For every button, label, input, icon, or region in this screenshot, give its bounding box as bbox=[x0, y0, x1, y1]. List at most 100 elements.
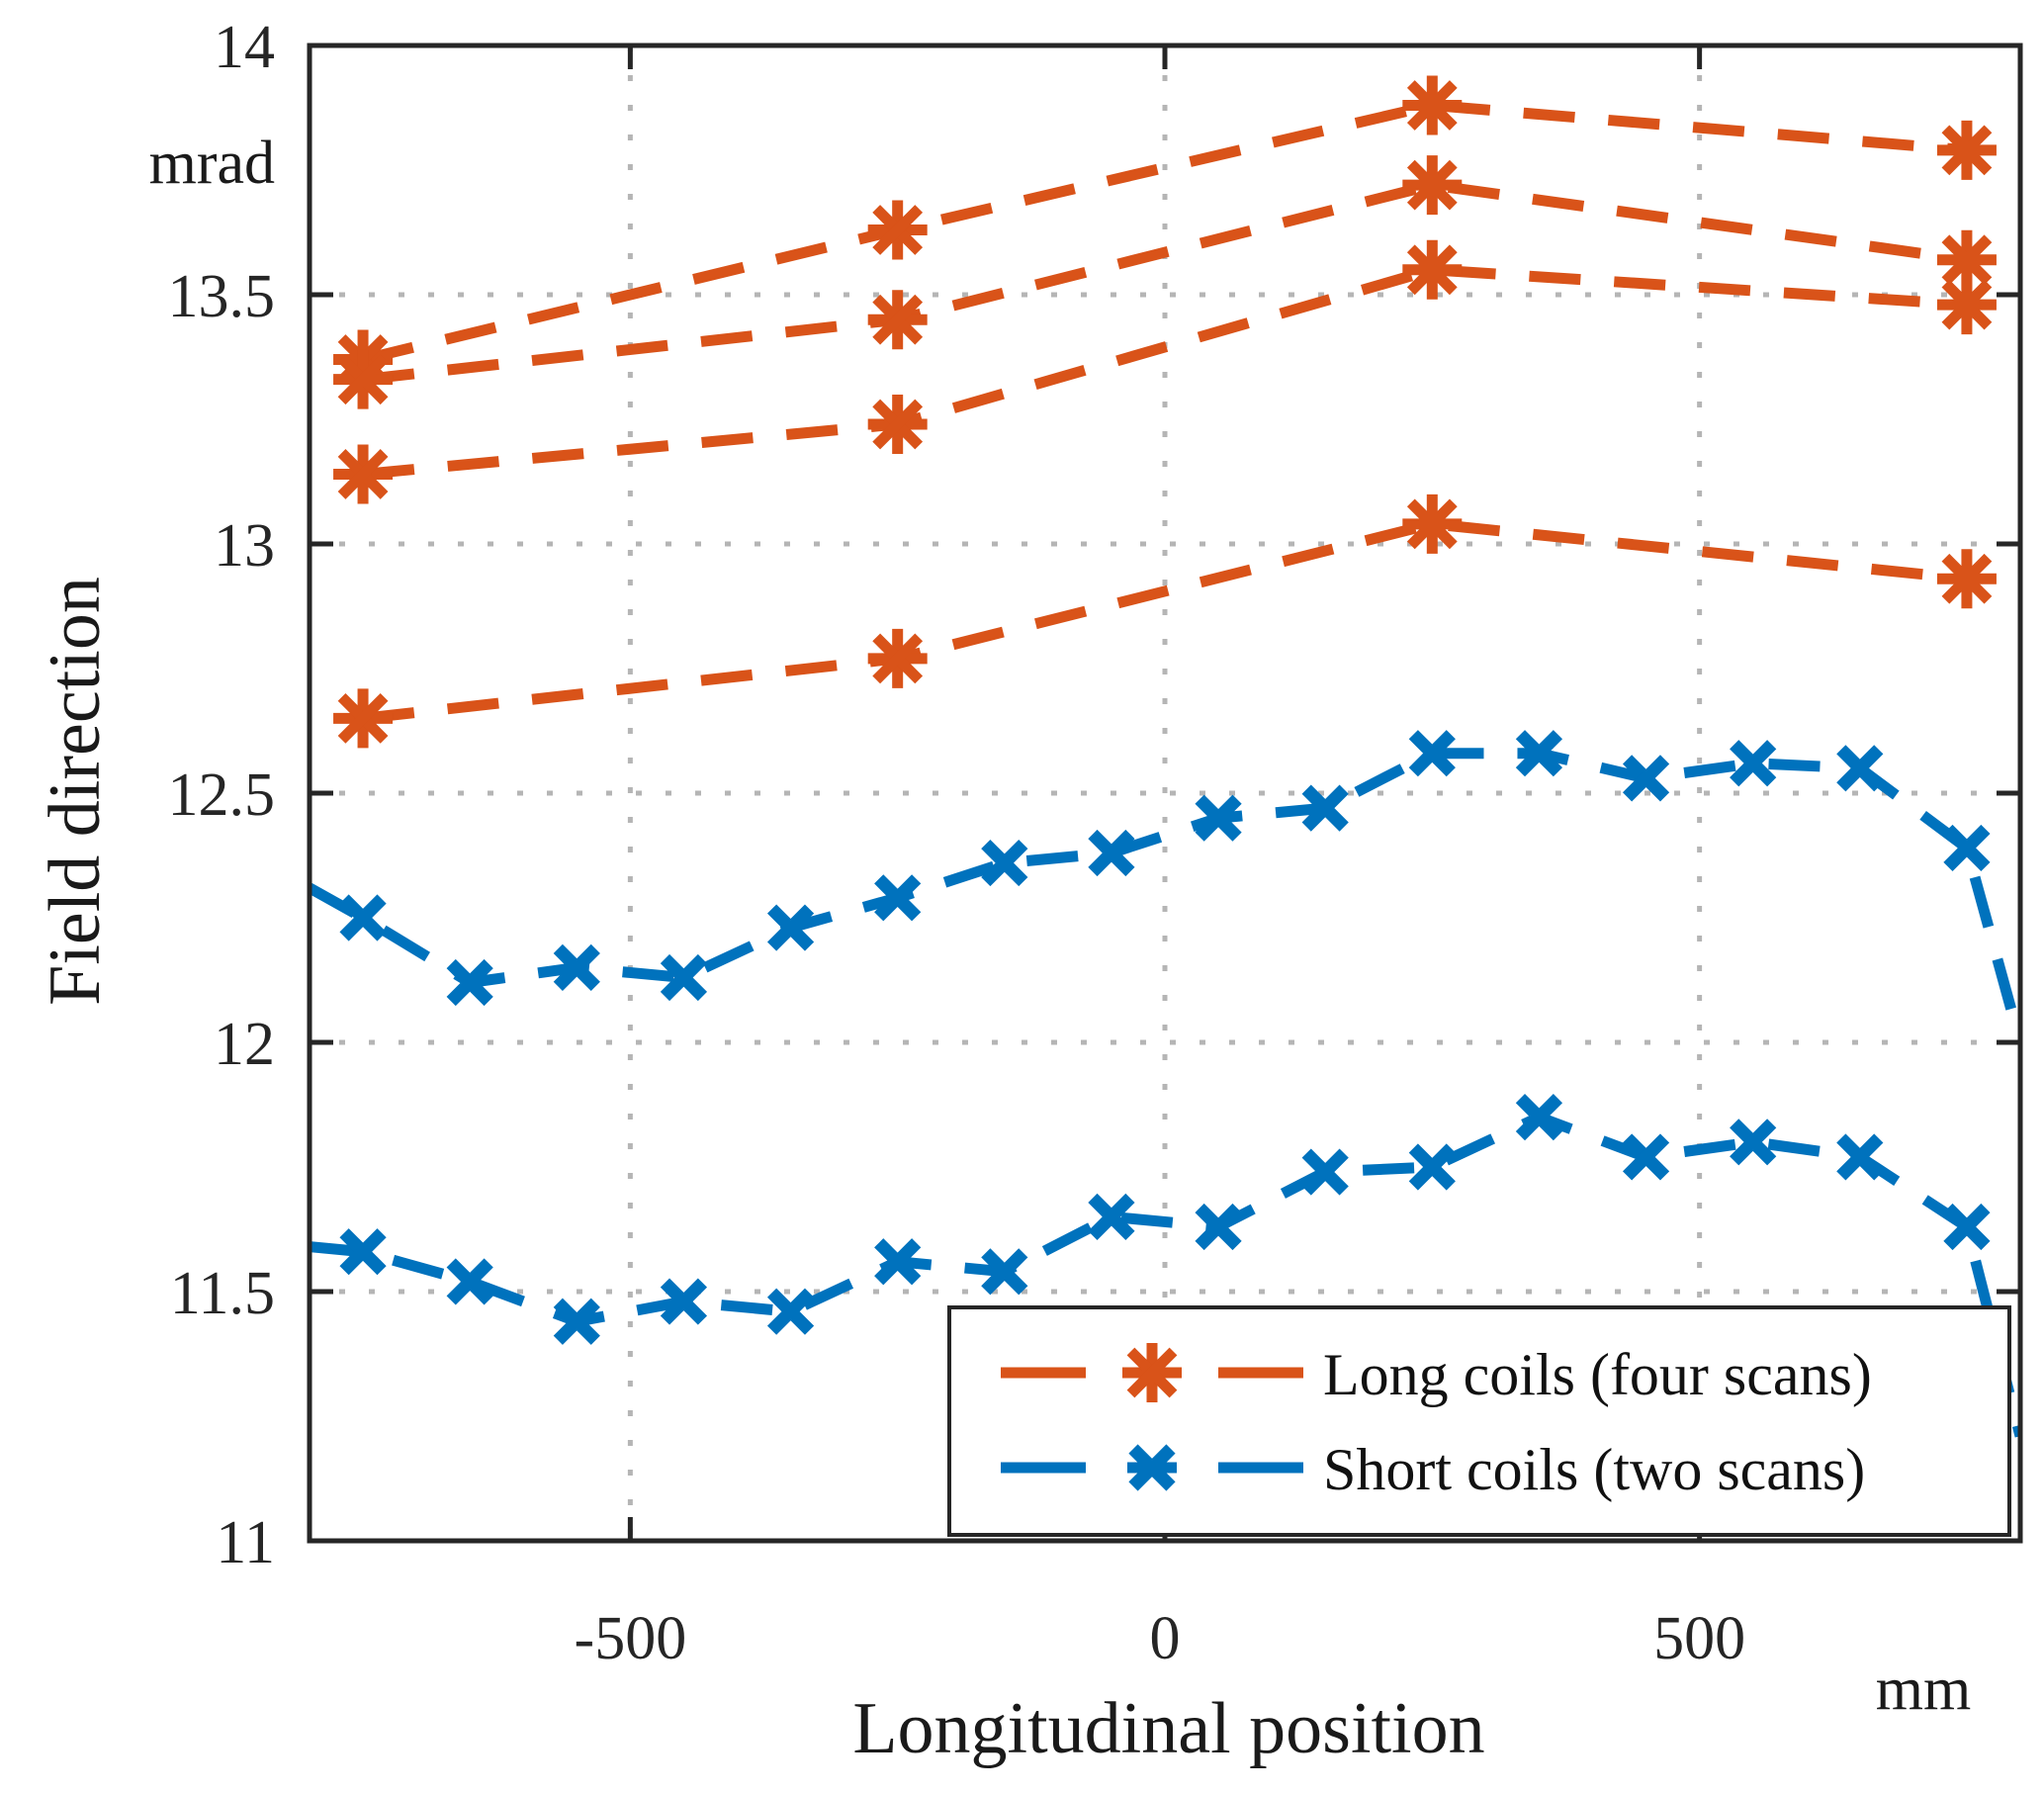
y-unit-label: mrad bbox=[149, 130, 275, 197]
x-marker-stroke bbox=[1515, 730, 1563, 777]
data-point-short-coils-scan-2 bbox=[446, 1258, 493, 1305]
y-axis-title: Field direction bbox=[35, 577, 116, 1006]
data-point-long-coils-scan-4 bbox=[1936, 549, 1997, 609]
x-marker-stroke bbox=[446, 958, 493, 1007]
y-tick-label: 13 bbox=[214, 512, 275, 580]
x-marker-stroke bbox=[1195, 794, 1242, 842]
data-point-long-coils-scan-3 bbox=[1402, 239, 1463, 300]
series-line-long-coils-scan-1 bbox=[361, 99, 1968, 365]
data-point-long-coils-scan-1 bbox=[1936, 120, 1997, 180]
data-point-short-coils-scan-1 bbox=[1515, 730, 1563, 777]
x-marker-stroke bbox=[1943, 1203, 1991, 1251]
data-point-long-coils-scan-3 bbox=[1936, 275, 1997, 335]
x-tick-label: -500 bbox=[575, 1605, 687, 1672]
data-point-long-coils-scan-2 bbox=[867, 290, 928, 350]
data-point-long-coils-scan-1 bbox=[867, 200, 928, 260]
data-point-short-coils-scan-2 bbox=[1088, 1193, 1135, 1240]
data-point-long-coils-scan-1 bbox=[1402, 75, 1463, 135]
data-point-short-coils-scan-1 bbox=[446, 958, 493, 1007]
data-point-short-coils-scan-2 bbox=[660, 1278, 708, 1325]
data-point-short-coils-scan-2 bbox=[1730, 1119, 1777, 1166]
x-marker-stroke bbox=[660, 1278, 708, 1325]
x-marker-stroke bbox=[981, 839, 1028, 887]
data-point-short-coils-scan-2 bbox=[1836, 1133, 1884, 1181]
x-marker-stroke bbox=[553, 943, 600, 991]
x-marker-stroke bbox=[766, 1288, 815, 1335]
data-point-short-coils-scan-2 bbox=[1408, 1143, 1456, 1191]
data-point-long-coils-scan-2 bbox=[1402, 155, 1463, 216]
x-marker-stroke bbox=[446, 1258, 493, 1305]
y-tick-label: 11.5 bbox=[170, 1260, 275, 1327]
legend-item-label: Long coils (four scans) bbox=[1323, 1342, 1872, 1407]
data-point-short-coils-scan-1 bbox=[874, 874, 922, 922]
data-point-short-coils-scan-1 bbox=[981, 839, 1028, 887]
x-axis-title: Longitudinal position bbox=[852, 1688, 1484, 1769]
legend-box bbox=[947, 1305, 2011, 1537]
asterisk-marker-stroke bbox=[337, 693, 389, 744]
data-point-short-coils-scan-1 bbox=[1943, 824, 1991, 872]
tick-label-layer: 11 11.5 12 12.5 13 13.5 14 -500 0 500 bbox=[168, 14, 1746, 1672]
x-marker-stroke bbox=[1622, 1133, 1670, 1181]
x-tick-label: 500 bbox=[1653, 1605, 1745, 1672]
legend-item-label: Short coils (two scans) bbox=[1323, 1437, 1865, 1502]
data-point-short-coils-scan-2 bbox=[981, 1248, 1028, 1296]
x-marker-stroke bbox=[766, 904, 815, 951]
y-tick-label: 13.5 bbox=[168, 263, 276, 330]
asterisk-marker-stroke bbox=[1941, 279, 1993, 330]
x-unit-label: mm bbox=[1876, 1656, 1971, 1723]
x-marker-stroke bbox=[981, 1248, 1028, 1296]
data-point-short-coils-scan-2 bbox=[874, 1238, 922, 1286]
data-point-short-coils-scan-1 bbox=[766, 904, 815, 951]
data-point-short-coils-scan-1 bbox=[1730, 740, 1777, 787]
legend-item: Short coils (two scans) bbox=[1001, 1437, 1865, 1502]
x-marker-stroke bbox=[1088, 1193, 1135, 1240]
y-tick-label: 14 bbox=[214, 14, 275, 81]
series-line-long-coils-scan-4 bbox=[362, 518, 1968, 724]
asterisk-marker-stroke bbox=[1406, 159, 1458, 211]
data-point-long-coils-scan-2 bbox=[333, 349, 394, 409]
x-marker-stroke bbox=[1195, 1203, 1242, 1251]
x-marker-stroke bbox=[339, 1228, 387, 1276]
x-marker-stroke bbox=[660, 953, 708, 1002]
y-tick-label: 11 bbox=[216, 1509, 275, 1576]
x-tick-label: 0 bbox=[1150, 1605, 1181, 1672]
x-marker-stroke bbox=[1408, 730, 1456, 777]
series-line-short-coils-scan-1 bbox=[310, 748, 2020, 1044]
legend: Long coils (four scans) Short coils (two … bbox=[947, 1305, 2011, 1537]
data-point-short-coils-scan-2 bbox=[766, 1288, 815, 1335]
data-point-short-coils-scan-1 bbox=[339, 894, 387, 941]
asterisk-marker-stroke bbox=[872, 633, 924, 684]
asterisk-marker-stroke bbox=[1406, 244, 1458, 296]
data-point-short-coils-scan-1 bbox=[1301, 784, 1349, 832]
x-marker-stroke bbox=[1088, 829, 1135, 877]
asterisk-marker-stroke bbox=[1941, 125, 1993, 176]
data-point-short-coils-scan-1 bbox=[1836, 745, 1884, 792]
x-marker-stroke bbox=[1301, 1148, 1349, 1196]
x-marker-stroke bbox=[1836, 1133, 1884, 1181]
asterisk-marker-stroke bbox=[1406, 498, 1458, 550]
x-marker-stroke bbox=[553, 1298, 600, 1345]
x-marker-stroke bbox=[1943, 824, 1991, 872]
y-tick-label: 12 bbox=[214, 1011, 275, 1078]
data-point-long-coils-scan-4 bbox=[1402, 493, 1463, 554]
data-point-short-coils-scan-1 bbox=[660, 953, 708, 1002]
y-tick-label: 12.5 bbox=[168, 762, 276, 829]
data-point-short-coils-scan-1 bbox=[553, 943, 600, 991]
series-line-short-coils-scan-2 bbox=[310, 1111, 2020, 1438]
series-line-long-coils-scan-2 bbox=[362, 179, 1968, 386]
data-point-short-coils-scan-2 bbox=[1195, 1203, 1242, 1251]
asterisk-marker-stroke bbox=[1941, 234, 1993, 286]
asterisk-marker-stroke bbox=[872, 399, 924, 450]
asterisk-marker-stroke bbox=[1941, 553, 1993, 604]
x-marker-stroke bbox=[339, 894, 387, 941]
asterisk-marker-stroke bbox=[872, 205, 924, 255]
data-point-short-coils-scan-2 bbox=[1943, 1203, 1991, 1251]
data-point-long-coils-scan-4 bbox=[867, 628, 928, 688]
data-point-short-coils-scan-2 bbox=[553, 1298, 600, 1345]
x-marker-stroke bbox=[1515, 1094, 1563, 1141]
data-point-short-coils-scan-2 bbox=[1515, 1094, 1563, 1141]
asterisk-marker-stroke bbox=[872, 294, 924, 345]
x-marker-stroke bbox=[1128, 1444, 1176, 1491]
